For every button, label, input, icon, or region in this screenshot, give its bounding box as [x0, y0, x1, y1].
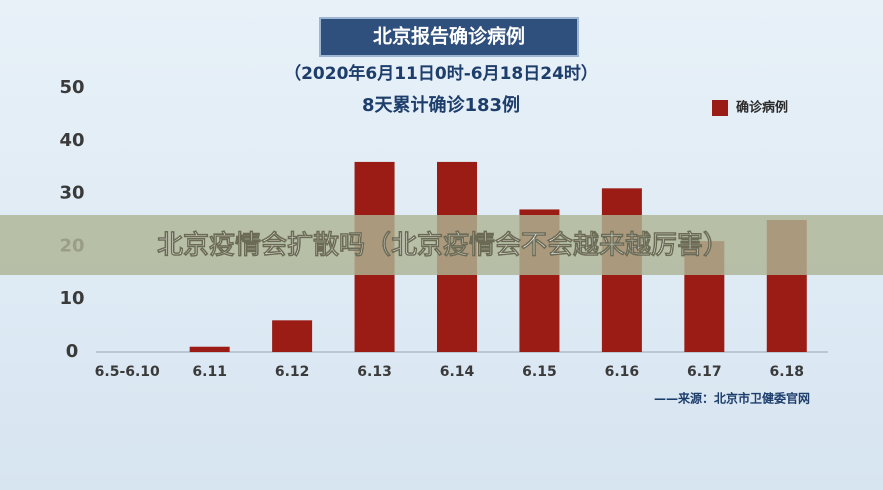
- bar: [272, 320, 313, 352]
- x-tick-label: 6.11: [192, 364, 227, 380]
- x-tick-label: 6.17: [687, 364, 722, 380]
- chart-title: 北京报告确诊病例: [373, 25, 525, 48]
- x-tick-label: 6.15: [522, 364, 557, 380]
- y-tick-label: 0: [66, 341, 79, 362]
- x-tick-label: 6.14: [440, 364, 475, 380]
- y-tick-label: 30: [59, 183, 84, 204]
- y-tick-label: 40: [59, 130, 84, 151]
- x-tick-label: 6.5-6.10: [95, 364, 160, 380]
- x-tick-label: 6.16: [605, 364, 640, 380]
- bar: [189, 346, 230, 352]
- x-tick-label: 6.18: [770, 364, 805, 380]
- title-box: [319, 17, 579, 57]
- y-tick-label: 10: [59, 288, 84, 309]
- legend-swatch: [712, 100, 728, 116]
- x-tick-label: 6.13: [357, 364, 392, 380]
- x-tick-label: 6.12: [275, 364, 310, 380]
- overlay-banner: [0, 215, 883, 275]
- source: ——来源：北京市卫健委官网: [654, 391, 810, 406]
- chart-subtitle: （2020年6月11日0时-6月18日24时）: [284, 63, 598, 84]
- y-tick-label: 50: [59, 77, 84, 98]
- overlay-title: 北京疫情会扩散吗（北京疫情会不会越来越厉害）: [157, 230, 729, 261]
- legend-label: 确诊病例: [736, 100, 788, 116]
- annotation: 8天累计确诊183例: [362, 94, 520, 116]
